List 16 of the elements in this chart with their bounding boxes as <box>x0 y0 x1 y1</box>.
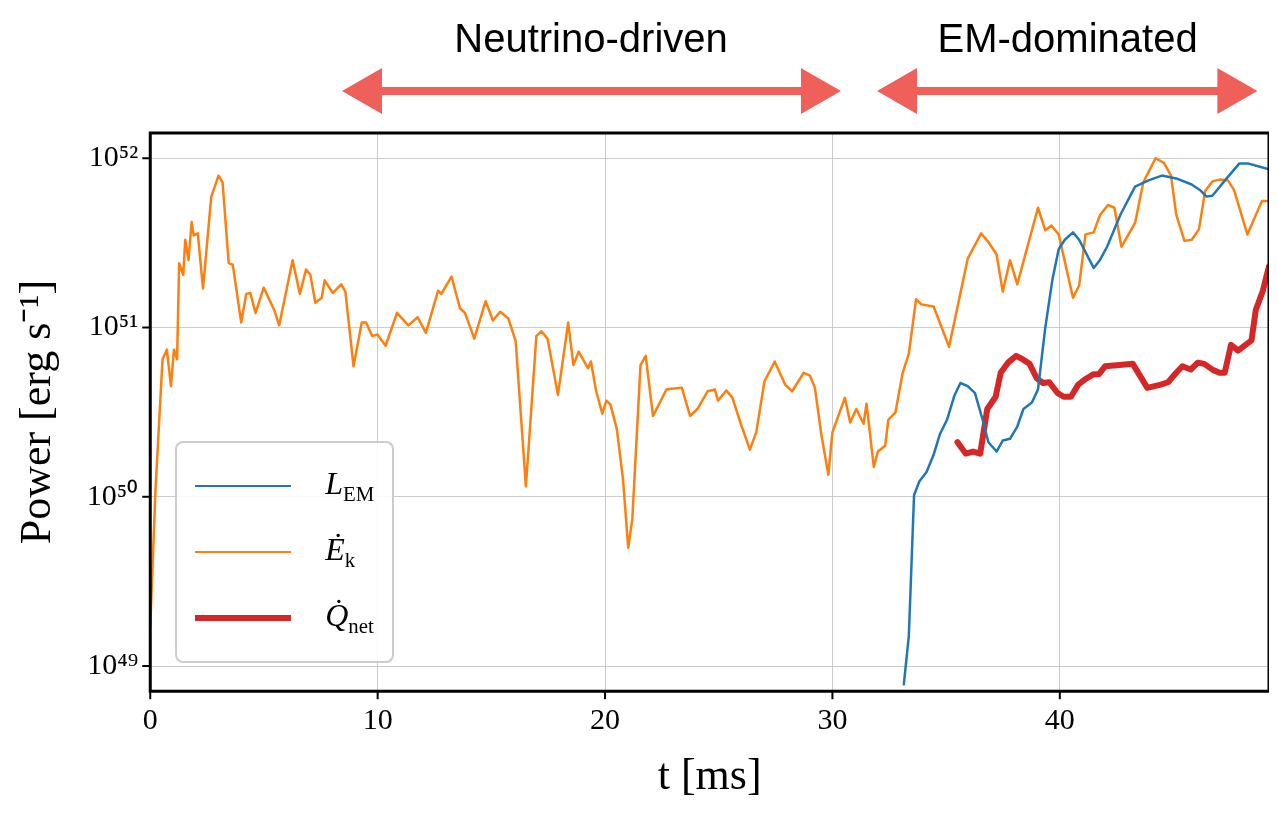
x-axis-title: t [ms] <box>657 750 762 800</box>
x-tick-label: 30 <box>817 702 848 736</box>
x-tick-label: 40 <box>1044 702 1075 736</box>
x-tick-label: 20 <box>590 702 621 736</box>
text: Neutrino-driven <box>453 16 729 61</box>
y-tick-label: 10⁴⁹ <box>87 646 139 680</box>
y-tick-label: 10⁵⁰ <box>86 477 139 511</box>
x-tick-label: 10 <box>362 702 393 736</box>
y-tick-label: 10⁵¹ <box>88 308 139 342</box>
y-tick-label: 10⁵² <box>88 139 139 173</box>
legend-label: L$_{EM}$ <box>325 465 375 507</box>
y-axis-title: Power [erg s⁻¹] <box>10 279 60 545</box>
legend-label: Q̇$_{net}$ <box>325 597 374 639</box>
text: EM-dominated <box>936 16 1199 61</box>
x-tick-label: 0 <box>142 702 158 736</box>
legend-label: Ė$_{k}$ <box>325 531 356 573</box>
